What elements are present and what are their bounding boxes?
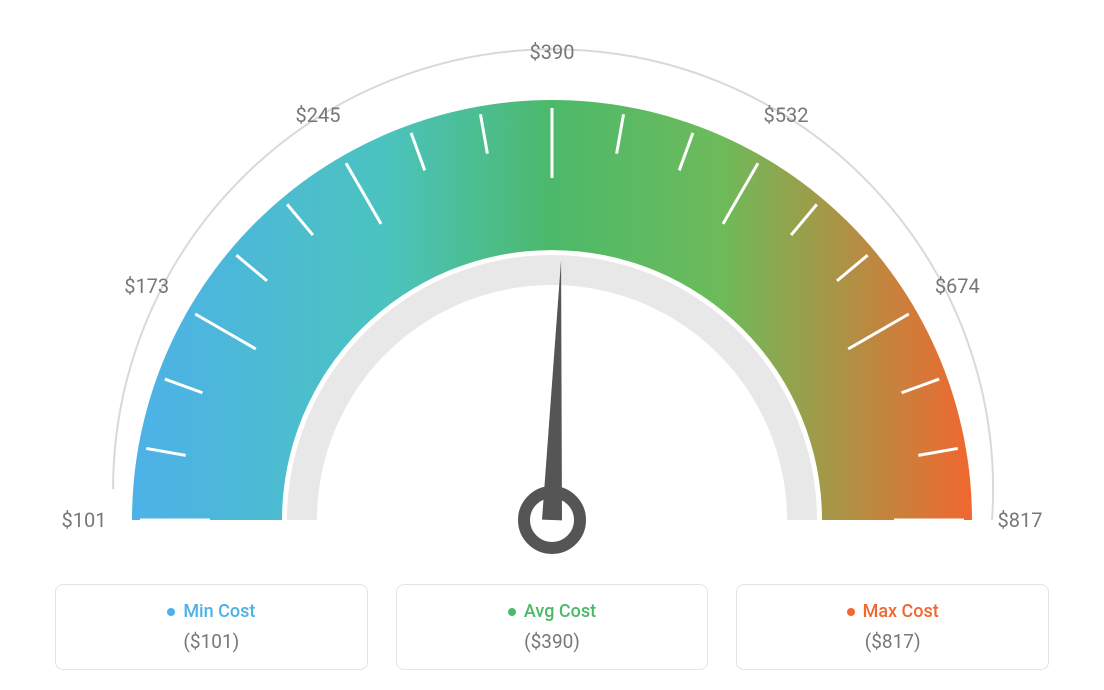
gauge-tick-label: $817 [998, 508, 1043, 532]
legend-title-min: Min Cost [183, 601, 255, 622]
legend-row: Min Cost ($101) Avg Cost ($390) Max Cost… [0, 584, 1104, 671]
legend-card-avg: Avg Cost ($390) [396, 584, 709, 671]
gauge-tick-label: $245 [296, 103, 341, 127]
legend-value-max: ($817) [747, 630, 1038, 653]
gauge-tick-label: $173 [124, 274, 169, 298]
gauge-tick-label: $532 [764, 103, 809, 127]
legend-value-min: ($101) [66, 630, 357, 653]
gauge-tick-label: $674 [935, 274, 980, 298]
legend-title-avg: Avg Cost [524, 601, 596, 622]
legend-dot-avg [508, 608, 516, 616]
legend-dot-max [847, 608, 855, 616]
legend-card-min: Min Cost ($101) [55, 584, 368, 671]
gauge-tick-label: $101 [62, 508, 107, 532]
legend-card-max: Max Cost ($817) [736, 584, 1049, 671]
legend-value-avg: ($390) [407, 630, 698, 653]
legend-title-max: Max Cost [863, 601, 939, 622]
gauge-chart: $101 $173 $245 $390 $532 $674 $817 [0, 0, 1104, 560]
gauge-tick-label: $390 [530, 40, 575, 64]
legend-dot-min [167, 608, 175, 616]
